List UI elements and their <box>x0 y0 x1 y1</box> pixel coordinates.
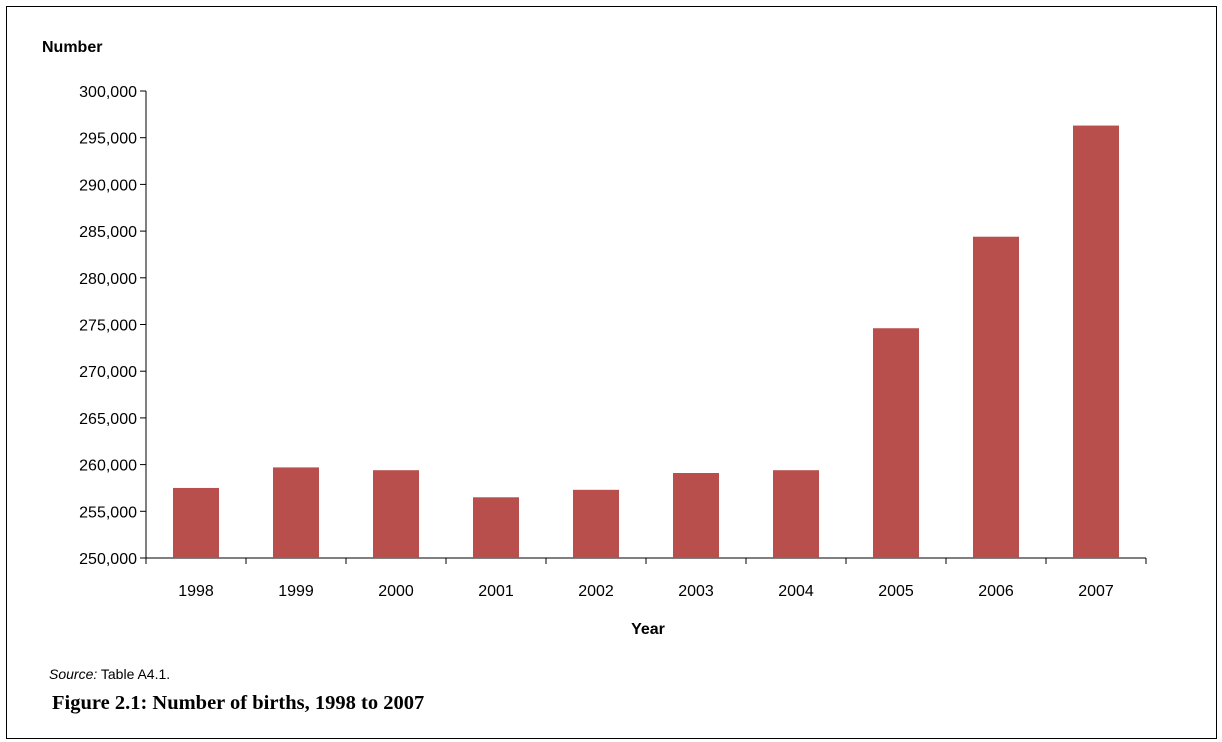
y-ticks: 250,000 255,000 260,000 265,000 270,000 275,0… <box>79 84 146 568</box>
bar-1999 <box>273 467 319 558</box>
source-text: Table A4.1. <box>97 666 171 682</box>
y-tick-label: 270,000 <box>79 364 137 381</box>
y-tick-label: 265,000 <box>79 411 137 428</box>
x-tick-label: 2006 <box>978 583 1014 600</box>
bar-2003 <box>673 473 719 558</box>
x-tick-label: 2007 <box>1078 583 1114 600</box>
y-tick-label: 290,000 <box>79 177 137 194</box>
bar-2001 <box>473 497 519 558</box>
x-tick-label: 2001 <box>478 583 514 600</box>
y-tick-label: 280,000 <box>79 271 137 288</box>
x-tick-label: 1999 <box>278 583 314 600</box>
bar-2007 <box>1073 125 1119 559</box>
source-label: Source: <box>49 666 98 682</box>
x-tick-label: 2004 <box>778 583 814 600</box>
bar-1998 <box>173 487 219 558</box>
x-tick-label: 1998 <box>178 583 214 600</box>
bars <box>173 125 1119 559</box>
x-tick-label: 2000 <box>378 583 414 600</box>
y-tick-label: 255,000 <box>79 504 137 521</box>
bar-2000 <box>373 470 419 558</box>
y-axis-title: Number <box>42 39 102 56</box>
bar-2006 <box>973 236 1019 559</box>
bar-2005 <box>873 328 919 558</box>
y-tick-label: 275,000 <box>79 318 137 335</box>
x-axis-title: Year <box>631 621 665 638</box>
x-tick-label: 2003 <box>678 583 714 600</box>
x-tick-label: 2002 <box>578 583 614 600</box>
source-note: Source: Table A4.1. <box>49 666 170 682</box>
bar-2004 <box>773 470 819 558</box>
y-tick-label: 285,000 <box>79 224 137 241</box>
x-ticks: 1998 1999 2000 2001 2002 2003 2004 2005 2006 2007 <box>145 558 1147 600</box>
figure-caption: Figure 2.1: Number of births, 1998 to 20… <box>52 692 425 714</box>
bar-2002 <box>573 489 619 558</box>
x-tick-label: 2005 <box>878 583 914 600</box>
y-tick-label: 295,000 <box>79 131 137 148</box>
y-tick-label: 300,000 <box>79 84 137 101</box>
y-tick-label: 250,000 <box>79 551 137 568</box>
y-tick-label: 260,000 <box>79 458 137 475</box>
